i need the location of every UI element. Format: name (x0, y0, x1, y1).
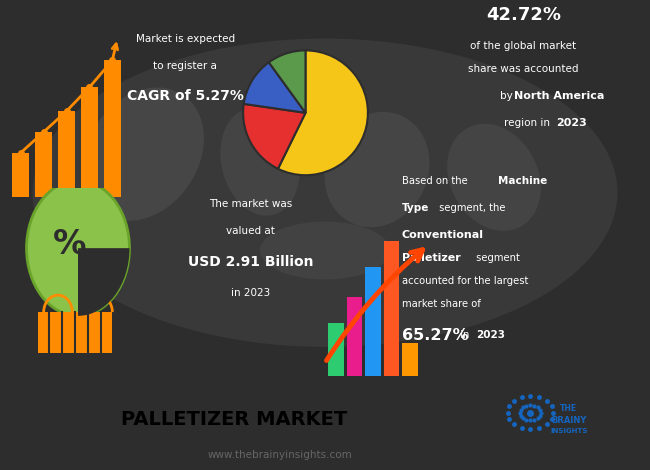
Ellipse shape (447, 124, 541, 231)
Bar (58, 111, 75, 197)
Text: BRAINY: BRAINY (551, 415, 586, 425)
Text: Palletizer: Palletizer (402, 253, 460, 263)
Text: share was accounted: share was accounted (468, 64, 578, 74)
Bar (328, 323, 344, 376)
Text: %: % (53, 228, 86, 261)
Circle shape (27, 180, 129, 316)
Bar (346, 297, 362, 376)
Text: Market is expected: Market is expected (136, 33, 235, 44)
Text: Based on the: Based on the (402, 176, 471, 186)
Text: 2023: 2023 (556, 118, 586, 128)
Bar (35, 132, 52, 197)
Bar (12, 153, 29, 197)
Text: 2023: 2023 (476, 330, 506, 340)
Bar (402, 343, 417, 376)
Ellipse shape (32, 39, 617, 347)
Text: PALLETIZER MARKET: PALLETIZER MARKET (121, 410, 347, 429)
Text: accounted for the largest: accounted for the largest (402, 276, 528, 286)
Text: in 2023: in 2023 (231, 288, 270, 298)
Text: THE: THE (560, 404, 577, 414)
Text: market share of: market share of (402, 299, 480, 309)
Text: CAGR of 5.27%: CAGR of 5.27% (127, 89, 244, 103)
Bar (384, 241, 399, 376)
Ellipse shape (260, 222, 390, 279)
Wedge shape (244, 63, 306, 113)
Text: Conventional: Conventional (402, 230, 484, 240)
Bar (104, 61, 121, 197)
Text: segment, the: segment, the (436, 203, 505, 213)
Text: segment: segment (473, 253, 520, 263)
Text: by: by (500, 91, 517, 102)
Text: of the global market: of the global market (470, 41, 577, 51)
Ellipse shape (324, 112, 430, 227)
Bar (81, 87, 98, 197)
Text: 42.72%: 42.72% (486, 7, 561, 24)
Text: INSIGHTS: INSIGHTS (550, 429, 588, 434)
Wedge shape (278, 50, 368, 175)
Text: The market was: The market was (209, 199, 292, 209)
Bar (38, 312, 112, 353)
Wedge shape (78, 248, 129, 316)
Wedge shape (243, 104, 306, 169)
Bar (365, 267, 381, 376)
Text: North America: North America (514, 91, 604, 102)
Text: in: in (457, 330, 473, 340)
Text: to register a: to register a (153, 61, 217, 70)
Text: www.thebrainyinsights.com: www.thebrainyinsights.com (207, 450, 352, 460)
Ellipse shape (82, 87, 204, 221)
Text: region in: region in (504, 118, 553, 128)
Ellipse shape (220, 108, 300, 216)
Text: 65.27%: 65.27% (402, 328, 468, 343)
Wedge shape (269, 50, 305, 113)
Text: valued at: valued at (226, 226, 275, 236)
Text: USD 2.91 Billion: USD 2.91 Billion (187, 255, 313, 269)
Text: Machine: Machine (498, 176, 547, 186)
Text: Type: Type (402, 203, 429, 213)
